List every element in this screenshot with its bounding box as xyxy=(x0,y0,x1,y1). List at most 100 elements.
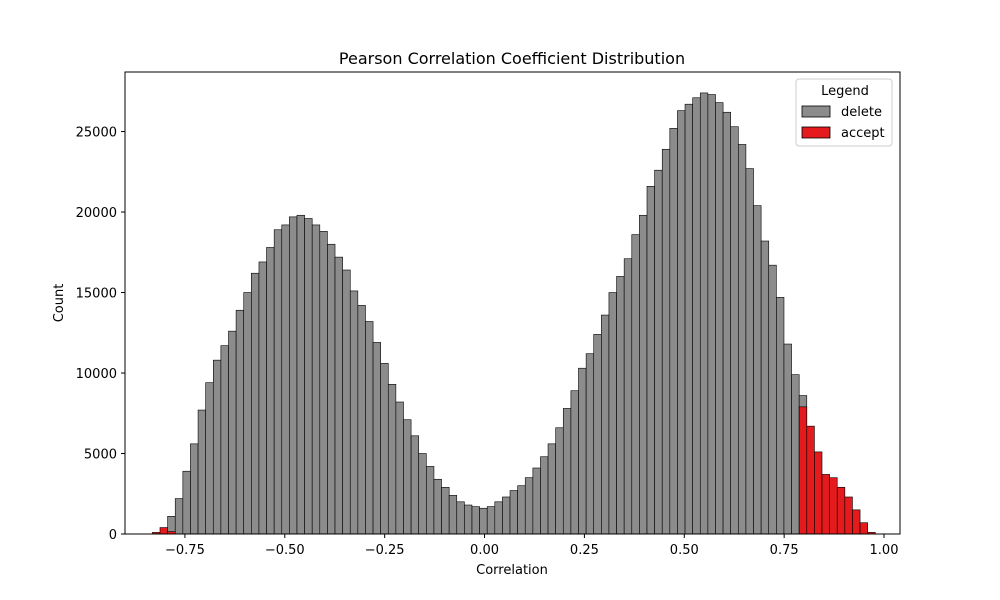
bar-accept-6 xyxy=(821,474,830,535)
bar-delete-50 xyxy=(547,443,556,535)
legend-swatch-accept xyxy=(801,126,831,139)
bar-accept-9 xyxy=(844,496,853,535)
bar-delete-46 xyxy=(517,485,526,535)
x-tick-label: 0.50 xyxy=(670,543,699,558)
y-tick-label: 5000 xyxy=(84,448,117,463)
bar-delete-9 xyxy=(235,309,245,535)
bar-delete-63 xyxy=(646,185,655,535)
bar-accept-1 xyxy=(159,527,168,535)
bar-delete-18 xyxy=(304,218,313,535)
bar-delete-29 xyxy=(387,383,397,535)
bar-delete-58 xyxy=(608,292,617,535)
bar-accept-8 xyxy=(836,487,846,535)
bar-delete-79 xyxy=(768,264,777,535)
bar-delete-1 xyxy=(174,498,184,535)
x-axis-ticks: −0.75 −0.50 −0.25 0.00 0.25 0.50 0.75 1.00 xyxy=(165,534,898,558)
bars-group xyxy=(152,92,876,535)
bar-delete-38 xyxy=(456,501,465,535)
bar-accept-5 xyxy=(814,451,823,535)
x-tick-label: 0.00 xyxy=(470,543,499,558)
bar-delete-53 xyxy=(570,390,579,535)
bar-accept-11 xyxy=(859,522,868,535)
bar-delete-19 xyxy=(311,224,321,535)
legend-label-delete: delete xyxy=(841,105,882,120)
bar-delete-40 xyxy=(471,506,480,535)
bar-delete-56 xyxy=(593,334,602,535)
y-axis-label: Count xyxy=(52,284,67,323)
bar-delete-77 xyxy=(753,205,762,535)
bar-delete-28 xyxy=(380,363,389,535)
chart-title: Pearson Correlation Coefficient Distribu… xyxy=(339,49,685,68)
bar-delete-48 xyxy=(532,467,541,535)
bar-delete-31 xyxy=(403,419,412,535)
bar-delete-64 xyxy=(654,169,663,535)
bar-delete-66 xyxy=(669,128,678,535)
bar-delete-81 xyxy=(783,343,792,535)
bar-delete-62 xyxy=(639,214,648,535)
bar-delete-60 xyxy=(623,258,633,535)
x-tick-label: 0.25 xyxy=(570,543,599,558)
bar-delete-41 xyxy=(479,507,488,535)
bar-delete-80 xyxy=(776,297,785,535)
bar-delete-75 xyxy=(737,144,747,535)
bar-accept-7 xyxy=(829,477,838,535)
y-tick-label: 20000 xyxy=(76,206,117,221)
bar-delete-82 xyxy=(791,374,800,535)
bar-delete-43 xyxy=(494,501,503,535)
y-axis-ticks: 0 5000 10000 15000 20000 25000 xyxy=(76,126,125,543)
bar-delete-54 xyxy=(578,367,587,535)
bar-delete-6 xyxy=(212,359,222,535)
bar-delete-69 xyxy=(692,97,701,535)
bar-delete-35 xyxy=(433,478,442,535)
bar-delete-32 xyxy=(410,435,420,535)
x-tick-label: 1.00 xyxy=(870,543,899,558)
bar-delete-36 xyxy=(441,487,450,535)
y-tick-label: 0 xyxy=(109,528,117,543)
x-tick-label: −0.50 xyxy=(265,543,305,558)
bar-delete-33 xyxy=(418,453,427,535)
bar-delete-55 xyxy=(585,353,595,535)
bar-delete-49 xyxy=(540,456,549,535)
bar-delete-70 xyxy=(699,92,709,535)
bar-accept-4 xyxy=(806,425,815,535)
bar-delete-71 xyxy=(707,94,716,535)
y-tick-label: 15000 xyxy=(76,287,117,302)
bar-delete-45 xyxy=(509,490,518,535)
legend-title: Legend xyxy=(821,84,869,99)
x-axis-label: Correlation xyxy=(476,563,548,578)
bar-delete-3 xyxy=(190,443,199,535)
bar-delete-24 xyxy=(349,290,359,535)
x-tick-label: −0.25 xyxy=(365,543,405,558)
bar-delete-34 xyxy=(426,466,435,535)
bar-delete-15 xyxy=(281,224,290,535)
bar-delete-27 xyxy=(372,342,381,535)
bar-delete-78 xyxy=(760,240,770,535)
bar-delete-17 xyxy=(296,214,305,535)
bar-delete-37 xyxy=(448,495,458,535)
bar-delete-13 xyxy=(266,247,275,535)
bar-delete-2 xyxy=(182,470,191,535)
bar-delete-8 xyxy=(228,330,237,535)
x-tick-label: −0.75 xyxy=(165,543,205,558)
bar-delete-4 xyxy=(197,409,206,535)
bar-delete-25 xyxy=(357,305,366,535)
y-tick-label: 25000 xyxy=(76,126,117,141)
bar-delete-51 xyxy=(555,427,564,535)
bar-delete-5 xyxy=(205,382,214,535)
bar-delete-74 xyxy=(730,126,739,535)
bar-delete-68 xyxy=(684,103,693,535)
y-tick-label: 10000 xyxy=(76,367,117,382)
bar-delete-22 xyxy=(334,256,343,535)
bar-delete-7 xyxy=(220,345,229,535)
bar-delete-57 xyxy=(601,314,610,535)
bar-accept-10 xyxy=(852,509,861,535)
bar-accept-3 xyxy=(798,406,808,535)
bar-delete-72 xyxy=(715,102,724,535)
bar-delete-23 xyxy=(342,269,351,535)
bar-delete-12 xyxy=(258,261,267,535)
bar-delete-30 xyxy=(395,401,404,535)
plot-frame xyxy=(124,71,901,535)
bar-delete-52 xyxy=(562,408,572,535)
bar-delete-47 xyxy=(524,477,534,535)
bar-delete-76 xyxy=(745,168,754,535)
